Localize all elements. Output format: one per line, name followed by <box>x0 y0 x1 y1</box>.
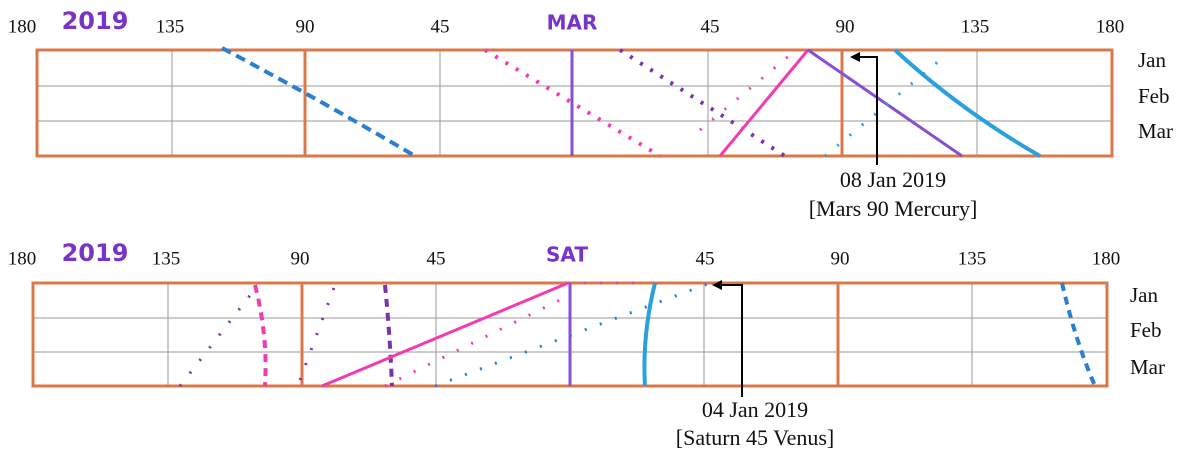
trace <box>699 53 791 132</box>
annotation-date: 08 Jan 2019 <box>840 167 946 192</box>
year: 2019 <box>62 239 129 267</box>
arrow <box>852 56 878 165</box>
trace <box>321 281 569 388</box>
arrow-head <box>712 280 722 290</box>
trace <box>893 48 1041 158</box>
scale-label: 45 <box>701 16 720 37</box>
panel-2: 180 2019 135 90 45 SAT 45 90 135 180 Jan… <box>8 239 1165 450</box>
trace <box>642 282 657 387</box>
panel-1: 180 2019 135 90 45 MAR 45 90 135 180 Jan… <box>8 7 1173 221</box>
scale-label: 135 <box>958 248 987 269</box>
month-label: Jan <box>1138 48 1166 72</box>
month-label: Mar <box>1138 119 1173 143</box>
scale-label: 45 <box>427 248 446 269</box>
scale-label: 90 <box>291 248 310 269</box>
trace <box>298 284 337 381</box>
planet: MAR <box>547 11 598 35</box>
month-label: Feb <box>1130 318 1162 342</box>
month-label: Jan <box>1130 283 1158 307</box>
scale-label: 90 <box>296 16 315 37</box>
scale-label: 90 <box>831 248 850 269</box>
scale-label: 180 <box>1096 16 1125 37</box>
trace <box>384 298 561 388</box>
trace <box>718 49 810 157</box>
year: 2019 <box>62 7 129 35</box>
scale-label: 180 <box>1092 248 1121 269</box>
arrow <box>716 284 743 397</box>
trace <box>1060 282 1097 387</box>
annotation-aspect: [Saturn 45 Venus] <box>676 425 834 450</box>
planet: SAT <box>546 243 588 267</box>
trace <box>483 48 662 158</box>
trace <box>618 48 787 158</box>
trace <box>178 284 260 387</box>
month-label: Mar <box>1130 355 1165 379</box>
scale-label: 135 <box>156 16 185 37</box>
frame <box>35 48 1114 158</box>
trace <box>434 281 711 388</box>
scale-label: 180 <box>8 16 37 37</box>
scale-label: 180 <box>8 248 37 269</box>
annotation-aspect: [Mars 90 Mercury] <box>809 196 978 221</box>
scale-label: 90 <box>836 16 855 37</box>
scale-label: 135 <box>152 248 181 269</box>
annotation-date: 04 Jan 2019 <box>702 397 808 422</box>
trace <box>807 48 963 158</box>
scale-label: 45 <box>696 248 715 269</box>
scale-label: 135 <box>961 16 990 37</box>
trace <box>253 284 268 387</box>
scale-label: 45 <box>431 16 450 37</box>
month-label: Feb <box>1138 84 1170 108</box>
trace <box>221 46 417 158</box>
arrow-head <box>850 52 860 62</box>
trace <box>383 284 394 387</box>
